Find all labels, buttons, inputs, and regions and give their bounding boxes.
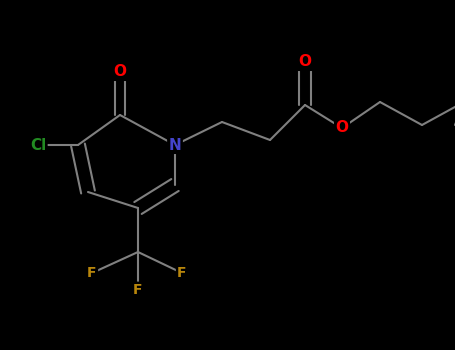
Text: O: O	[335, 120, 349, 135]
Text: Cl: Cl	[30, 138, 46, 153]
Text: F: F	[177, 266, 187, 280]
Text: O: O	[298, 55, 312, 70]
Text: N: N	[169, 138, 182, 153]
Text: O: O	[113, 64, 126, 79]
Text: F: F	[133, 283, 143, 297]
Text: F: F	[87, 266, 97, 280]
